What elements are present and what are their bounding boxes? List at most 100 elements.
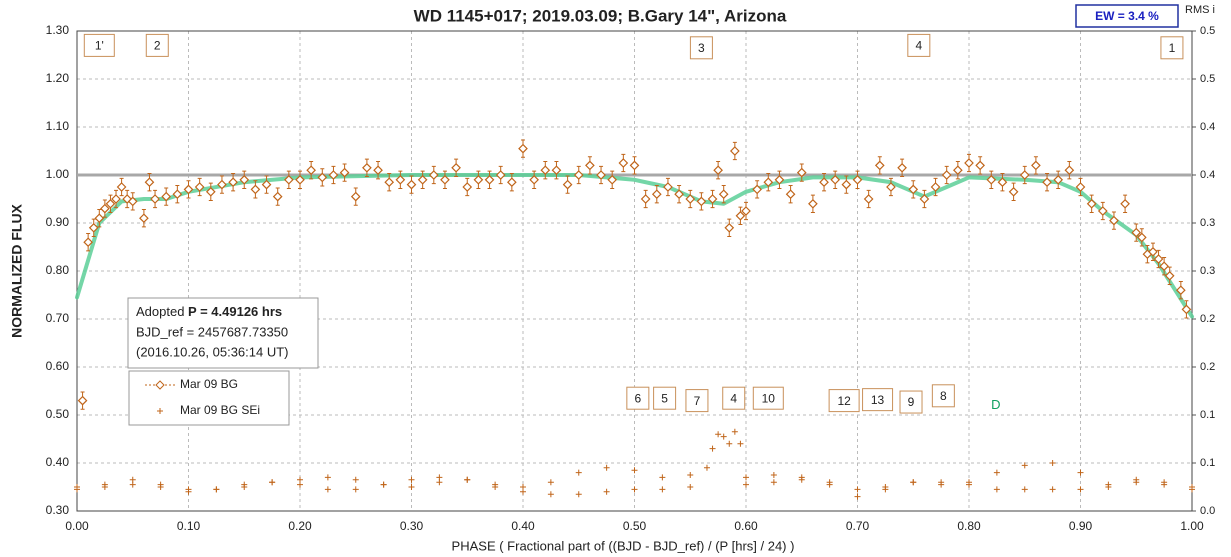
point — [272, 191, 283, 202]
point — [1075, 182, 1086, 192]
point — [798, 476, 805, 483]
info-period: P = 4.49126 hrs — [188, 304, 282, 319]
point — [1105, 484, 1112, 490]
point — [352, 476, 359, 483]
y2-tick-label: 0.3 — [1200, 265, 1215, 277]
annotation: 9 — [908, 395, 915, 409]
point — [724, 222, 735, 233]
annotation: D — [991, 397, 1000, 412]
point — [908, 184, 919, 195]
point — [1161, 481, 1168, 488]
point — [1021, 486, 1028, 493]
point — [408, 484, 415, 490]
point — [631, 467, 638, 474]
point — [596, 170, 606, 180]
point — [1159, 261, 1169, 272]
annotation-box — [145, 33, 169, 57]
info-text: Adopted — [136, 304, 188, 319]
y2-tick-label: 0.2 — [1200, 313, 1215, 325]
x-tick-label: 0.10 — [177, 519, 201, 533]
point — [362, 162, 372, 173]
point — [826, 479, 833, 486]
x-tick-label: 0.70 — [846, 519, 870, 533]
fit-line — [75, 173, 1194, 319]
point — [730, 146, 740, 156]
rms-label: RMS i — [1185, 4, 1215, 16]
point — [250, 184, 261, 195]
point — [129, 481, 136, 488]
point — [284, 174, 294, 185]
y2-tick-label: 0.1 — [1200, 457, 1215, 469]
point — [306, 165, 316, 176]
point — [464, 476, 471, 483]
point — [808, 198, 818, 209]
point — [964, 158, 974, 168]
point — [529, 174, 539, 185]
point — [462, 182, 473, 192]
point — [1097, 206, 1108, 216]
y2-tick-label: 0.3 — [1200, 217, 1215, 229]
annotation-box — [1160, 36, 1184, 60]
point — [339, 167, 350, 178]
x-axis-label: PHASE ( Fractional part of ((BJD - BJD_r… — [452, 538, 795, 553]
point — [83, 237, 93, 248]
point — [1021, 462, 1028, 469]
point — [1120, 198, 1130, 209]
point — [785, 189, 796, 200]
point — [1133, 479, 1140, 486]
annotation-box — [689, 36, 713, 60]
point — [205, 186, 216, 197]
point — [440, 174, 450, 185]
annotation: 3 — [698, 41, 705, 55]
point — [520, 488, 526, 495]
point — [144, 177, 155, 188]
y-tick-label: 0.50 — [46, 407, 70, 421]
annotation: 7 — [694, 394, 701, 408]
point — [603, 488, 610, 495]
point — [157, 484, 164, 490]
point — [1131, 227, 1142, 238]
y-tick-label: 0.40 — [46, 455, 70, 469]
point — [217, 179, 227, 190]
annotation-box — [626, 386, 650, 410]
point — [713, 165, 723, 176]
point — [696, 196, 707, 207]
annotation: 4 — [730, 391, 737, 405]
y2-tick-label: 0.1 — [1200, 409, 1215, 421]
y-tick-label: 1.00 — [46, 167, 70, 181]
point — [428, 170, 439, 180]
point — [1181, 304, 1192, 315]
point — [687, 484, 694, 490]
point — [1049, 486, 1056, 493]
y-tick-label: 0.70 — [46, 311, 70, 325]
point — [395, 174, 406, 185]
point — [239, 174, 250, 185]
point — [77, 395, 88, 406]
point — [473, 174, 484, 185]
point — [741, 206, 751, 216]
point — [241, 481, 248, 488]
point — [575, 469, 582, 476]
point — [380, 481, 387, 488]
x-tick-label: 0.40 — [511, 519, 535, 533]
point — [1189, 486, 1195, 493]
point — [261, 179, 272, 190]
y-tick-label: 1.30 — [46, 23, 70, 37]
point — [1148, 246, 1158, 257]
y-tick-label: 0.30 — [46, 503, 70, 517]
point — [575, 491, 582, 498]
point — [1053, 174, 1064, 185]
annotation: 1' — [95, 39, 104, 53]
y2-tick-label: 0.5 — [1200, 73, 1215, 85]
y-tick-label: 0.80 — [46, 263, 70, 277]
info-box — [127, 297, 319, 369]
point — [993, 469, 1000, 476]
annotation-box — [83, 33, 115, 57]
point — [854, 486, 861, 493]
point — [1049, 460, 1056, 466]
point — [731, 428, 738, 435]
point — [417, 174, 428, 185]
point — [743, 474, 749, 481]
point — [663, 182, 673, 192]
